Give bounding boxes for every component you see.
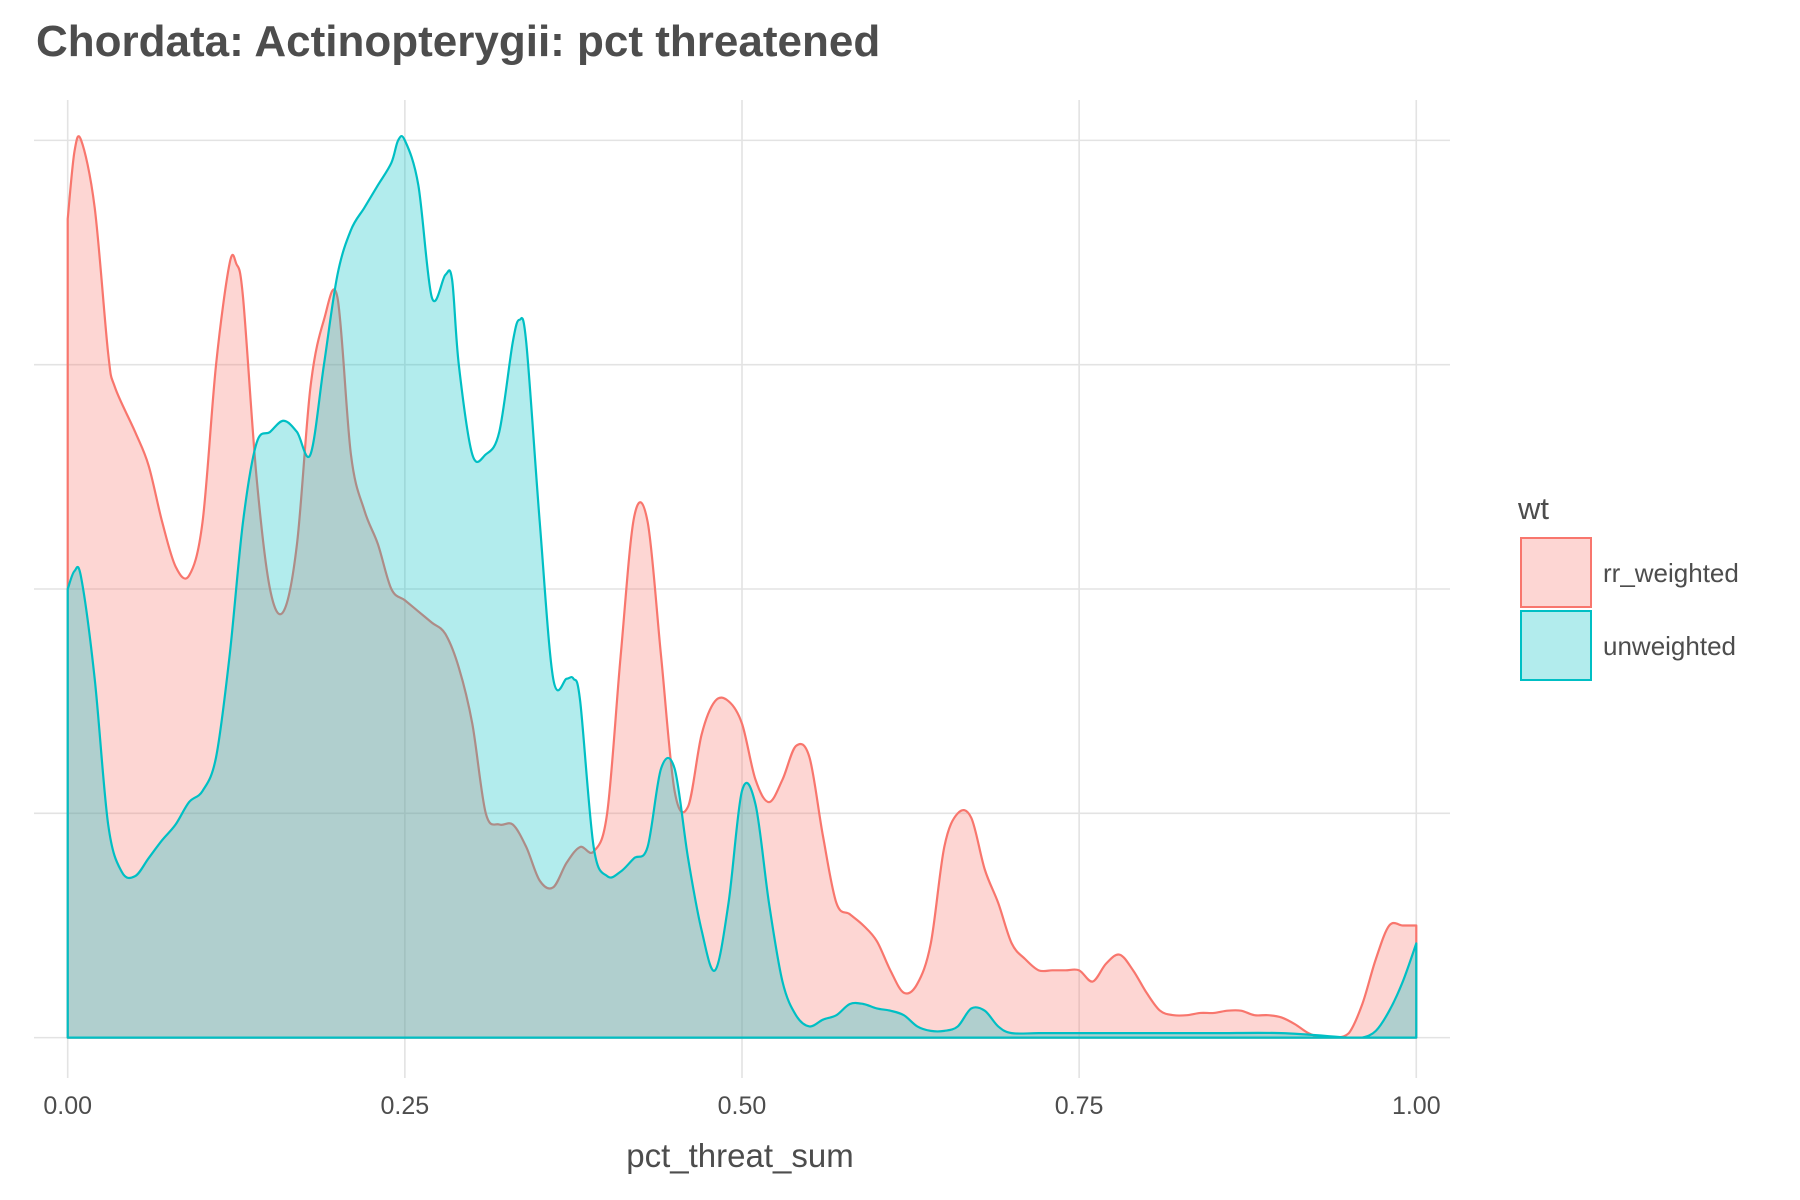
density-areas [66, 135, 1418, 1039]
legend-title: wt [1517, 491, 1549, 526]
x-tick-label-2: 0.50 [718, 1092, 767, 1120]
legend-label-unweighted: unweighted [1603, 631, 1736, 661]
x-axis-title: pct_threat_sum [626, 1137, 853, 1174]
x-axis-ticks: 0.00 0.25 0.50 0.75 1.00 [43, 1092, 1440, 1120]
chart-title: Chordata: Actinopterygii: pct threatened [36, 17, 880, 66]
x-tick-label-0: 0.00 [43, 1092, 92, 1120]
legend-label-rr-weighted: rr_weighted [1603, 558, 1739, 588]
x-tick-label-4: 1.00 [1392, 1092, 1441, 1120]
legend: wt rr_weighted unweighted [1517, 491, 1739, 681]
x-tick-label-1: 0.25 [381, 1092, 430, 1120]
x-tick-label-3: 0.75 [1055, 1092, 1104, 1120]
density-area-rr-weighted [66, 135, 1418, 1039]
legend-key-rr-weighted [1520, 537, 1592, 608]
legend-key-unweighted [1520, 610, 1592, 681]
density-area-unweighted [66, 135, 1418, 1039]
